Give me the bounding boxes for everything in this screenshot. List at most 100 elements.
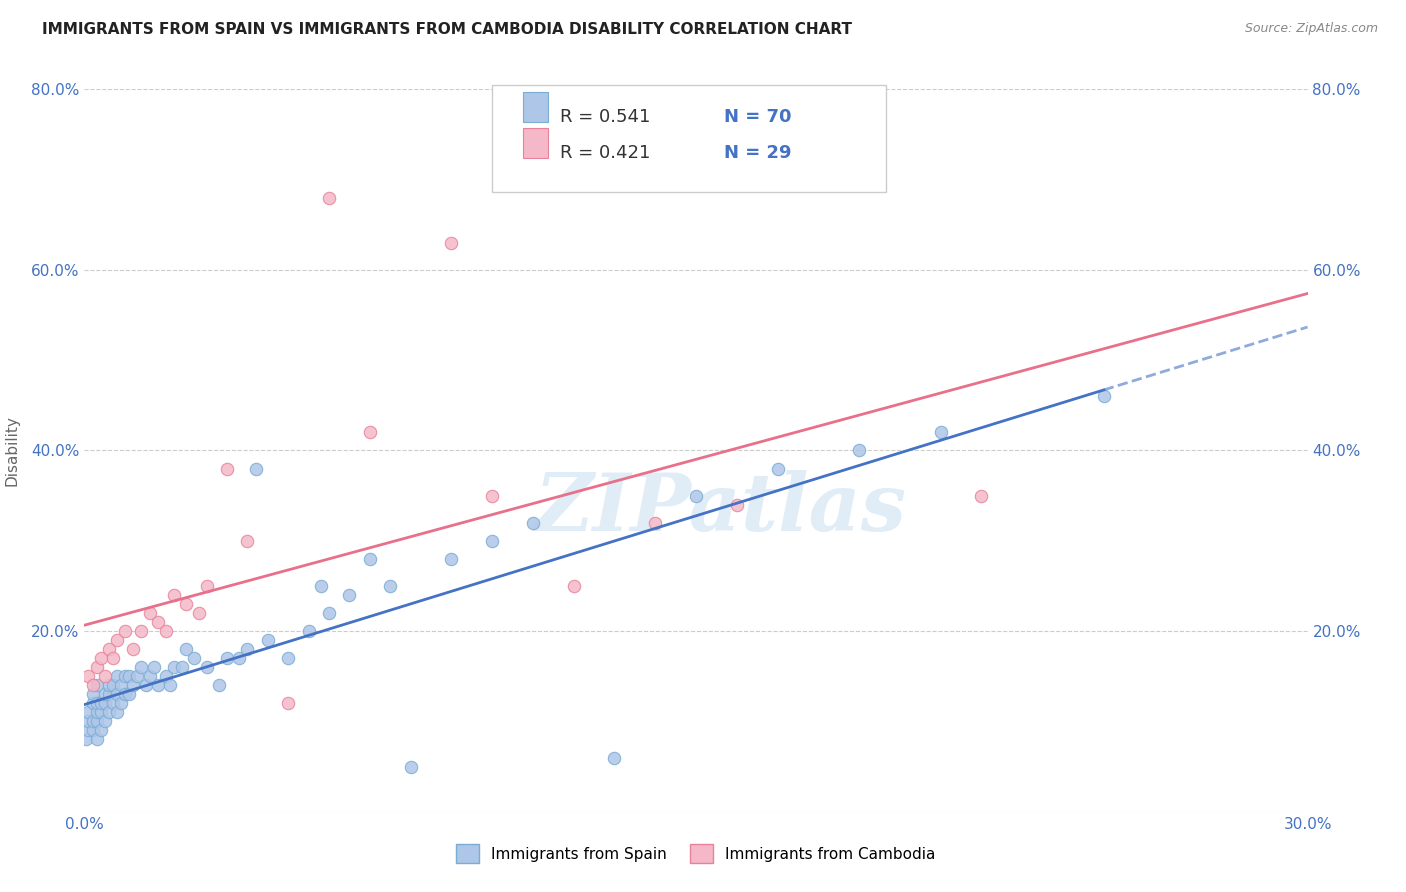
Point — [318, 606, 340, 620]
Point — [644, 516, 666, 530]
Point — [318, 191, 340, 205]
Point — [86, 697, 108, 711]
Point — [146, 678, 169, 692]
Point — [90, 651, 112, 665]
Point — [309, 579, 332, 593]
Point — [82, 687, 104, 701]
Point — [86, 732, 108, 747]
Text: N = 29: N = 29 — [724, 144, 792, 161]
Point — [122, 678, 145, 692]
Point — [97, 706, 120, 720]
Point — [105, 687, 128, 701]
Text: ZIPatlas: ZIPatlas — [534, 469, 907, 547]
Point — [75, 732, 97, 747]
Point — [86, 706, 108, 720]
Point — [970, 489, 993, 503]
Point — [118, 669, 141, 683]
Point — [217, 461, 239, 475]
Point — [77, 714, 100, 729]
Text: R = 0.421: R = 0.421 — [560, 144, 650, 161]
Point — [208, 678, 231, 692]
Point — [187, 606, 209, 620]
Point — [135, 678, 157, 692]
Point — [146, 615, 169, 629]
Point — [105, 706, 128, 720]
Point — [105, 633, 128, 648]
Point — [380, 579, 402, 593]
Point — [562, 579, 585, 593]
Point — [163, 588, 186, 602]
Point — [195, 579, 218, 593]
Point — [228, 651, 250, 665]
Point — [929, 425, 952, 440]
Point — [97, 642, 120, 657]
Point — [277, 651, 299, 665]
Point — [90, 706, 112, 720]
Point — [142, 660, 165, 674]
Point — [131, 624, 153, 639]
Point — [77, 669, 100, 683]
Point — [236, 642, 259, 657]
Point — [399, 759, 422, 773]
Point — [138, 669, 160, 683]
Legend: Immigrants from Spain, Immigrants from Cambodia: Immigrants from Spain, Immigrants from C… — [450, 838, 942, 869]
Point — [101, 651, 124, 665]
Point — [118, 687, 141, 701]
Point — [603, 750, 626, 764]
Point — [90, 723, 112, 738]
Point — [155, 669, 177, 683]
Point — [155, 624, 177, 639]
Point — [522, 516, 544, 530]
Point — [114, 669, 136, 683]
Point — [195, 660, 218, 674]
Point — [82, 697, 104, 711]
Point — [159, 678, 181, 692]
Text: Source: ZipAtlas.com: Source: ZipAtlas.com — [1244, 22, 1378, 36]
Point — [298, 624, 321, 639]
Point — [440, 551, 463, 566]
Point — [86, 714, 108, 729]
Point — [131, 660, 153, 674]
Point — [90, 697, 112, 711]
Point — [93, 697, 115, 711]
Point — [86, 678, 108, 692]
Text: IMMIGRANTS FROM SPAIN VS IMMIGRANTS FROM CAMBODIA DISABILITY CORRELATION CHART: IMMIGRANTS FROM SPAIN VS IMMIGRANTS FROM… — [42, 22, 852, 37]
Point — [93, 687, 115, 701]
Point — [110, 678, 132, 692]
Text: R = 0.541: R = 0.541 — [560, 108, 650, 126]
Point — [77, 706, 100, 720]
Point — [481, 533, 503, 548]
Point — [440, 235, 463, 250]
Point — [138, 606, 160, 620]
Y-axis label: Disability: Disability — [4, 415, 20, 486]
Point — [86, 660, 108, 674]
Point — [105, 669, 128, 683]
Point — [77, 723, 100, 738]
Point — [101, 678, 124, 692]
Point — [172, 660, 194, 674]
Point — [122, 642, 145, 657]
Point — [685, 489, 707, 503]
Point — [359, 425, 381, 440]
Point — [339, 588, 361, 602]
Point — [766, 461, 789, 475]
Text: N = 70: N = 70 — [724, 108, 792, 126]
Point — [163, 660, 186, 674]
Point — [110, 697, 132, 711]
Point — [217, 651, 239, 665]
Point — [236, 533, 259, 548]
Point — [97, 678, 120, 692]
Point — [848, 443, 870, 458]
Point — [114, 687, 136, 701]
Point — [359, 551, 381, 566]
Point — [97, 687, 120, 701]
Point — [174, 642, 197, 657]
Point — [82, 714, 104, 729]
Point — [277, 697, 299, 711]
Point — [82, 678, 104, 692]
Point — [245, 461, 267, 475]
Point — [257, 633, 280, 648]
Point — [725, 498, 748, 512]
Point — [101, 697, 124, 711]
Point — [481, 489, 503, 503]
